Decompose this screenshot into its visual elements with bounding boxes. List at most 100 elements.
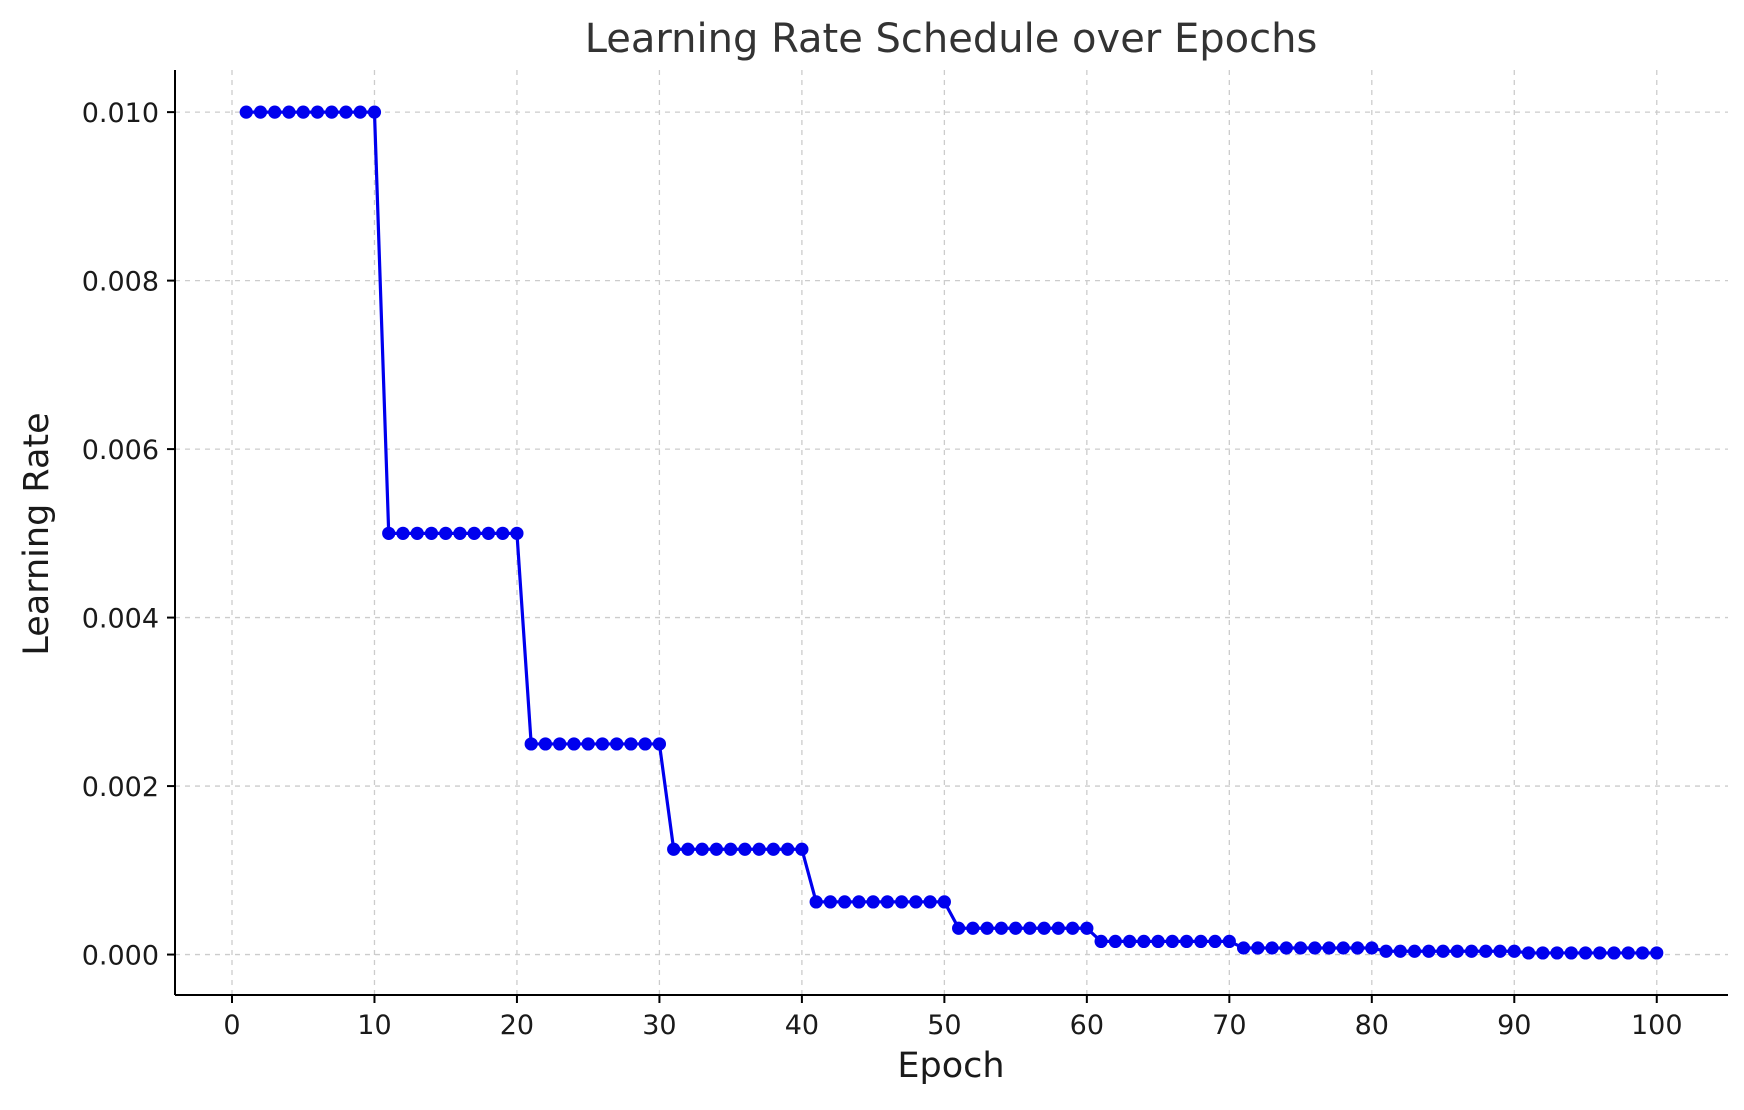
- x-tick-label: 30: [642, 1010, 676, 1041]
- y-tick-label: 0.006: [82, 435, 159, 466]
- x-tick-label: 70: [1212, 1010, 1246, 1041]
- x-axis-label: Epoch: [897, 1046, 1004, 1086]
- x-tick-label: 50: [927, 1010, 961, 1041]
- data-point: [510, 526, 524, 540]
- data-point: [1293, 941, 1308, 955]
- data-point: [994, 921, 1008, 935]
- data-point: [1593, 946, 1607, 960]
- data-point: [467, 526, 481, 540]
- data-point: [909, 895, 923, 909]
- data-point: [980, 921, 994, 935]
- data-point: [1179, 934, 1194, 949]
- data-point: [396, 526, 410, 540]
- series-line: [246, 110, 1657, 955]
- data-point: [268, 105, 282, 119]
- data-point: [624, 737, 638, 751]
- data-point: [638, 737, 652, 751]
- data-point: [325, 105, 339, 119]
- data-point: [1393, 944, 1407, 958]
- data-point: [553, 737, 567, 751]
- data-point: [1336, 941, 1350, 955]
- data-point: [1165, 934, 1179, 949]
- data-point: [652, 737, 667, 751]
- y-tick-label: 0.000: [82, 941, 159, 972]
- data-point: [367, 105, 382, 119]
- data-point: [895, 895, 909, 909]
- data-point: [1536, 946, 1550, 960]
- data-point: [1308, 941, 1322, 955]
- x-tick-label: 10: [357, 1010, 391, 1041]
- data-point: [838, 895, 852, 909]
- data-point: [1066, 921, 1080, 935]
- chart-title: Learning Rate Schedule over Epochs: [585, 16, 1318, 62]
- data-point: [695, 842, 709, 856]
- data-point: [1051, 921, 1065, 935]
- data-point: [1550, 946, 1564, 960]
- data-point: [1137, 934, 1151, 949]
- data-point: [1080, 921, 1094, 935]
- y-tick-label: 0.004: [82, 604, 159, 635]
- data-point: [1023, 921, 1037, 935]
- data-point: [1607, 946, 1621, 960]
- data-point: [239, 105, 253, 119]
- data-point: [781, 842, 795, 856]
- x-tick-label: 20: [500, 1010, 534, 1041]
- data-point: [809, 895, 823, 909]
- data-point: [496, 526, 510, 540]
- data-point: [966, 921, 980, 935]
- data-point: [937, 895, 951, 909]
- data-point: [1407, 944, 1422, 958]
- data-point: [1379, 944, 1393, 958]
- data-point: [1493, 944, 1507, 958]
- x-tick-label: 40: [785, 1010, 819, 1041]
- data-point: [567, 737, 581, 751]
- data-point: [1507, 944, 1521, 958]
- x-tick-label: 0: [223, 1010, 240, 1041]
- data-point: [1450, 944, 1464, 958]
- data-point: [1194, 934, 1208, 949]
- data-point: [1222, 934, 1236, 949]
- x-tick-label: 60: [1070, 1010, 1104, 1041]
- data-point: [610, 737, 624, 751]
- data-point: [667, 842, 681, 856]
- data-point: [1464, 944, 1479, 958]
- axes-spines: [174, 70, 1728, 996]
- data-point: [1037, 921, 1051, 935]
- data-point: [752, 842, 766, 856]
- data-point: [382, 526, 396, 540]
- data-point: [1436, 944, 1450, 958]
- data-point: [766, 842, 781, 856]
- data-point: [1322, 941, 1336, 955]
- series-layer: [239, 105, 1664, 960]
- data-point: [410, 526, 424, 540]
- data-point: [1479, 944, 1493, 958]
- data-point: [439, 526, 453, 540]
- data-point: [296, 105, 310, 119]
- data-point: [952, 921, 966, 935]
- data-point: [1650, 946, 1664, 960]
- y-tick-label: 0.008: [82, 267, 159, 298]
- data-point: [481, 526, 496, 540]
- data-point: [424, 526, 439, 540]
- y-tick-label: 0.002: [82, 772, 159, 803]
- data-point: [1251, 941, 1265, 955]
- x-tick-label: 100: [1631, 1010, 1683, 1041]
- x-axis-ticks: 0 10 20 30 40 50 60 70 80 90 100: [223, 995, 1683, 1041]
- data-point: [1578, 946, 1593, 960]
- y-axis-ticks: 0.000 0.002 0.004 0.006 0.008 0.010: [82, 98, 175, 972]
- x-tick-label: 80: [1355, 1010, 1389, 1041]
- data-point: [310, 105, 325, 119]
- data-point: [453, 526, 467, 540]
- data-point: [1208, 934, 1222, 949]
- data-point: [795, 842, 809, 856]
- data-point: [1265, 941, 1279, 955]
- data-point: [1123, 934, 1137, 949]
- data-point: [524, 737, 538, 751]
- y-axis-label: Learning Rate: [17, 412, 57, 655]
- data-point: [1621, 946, 1635, 960]
- data-point: [339, 105, 353, 119]
- data-point: [1564, 946, 1578, 960]
- data-point: [866, 895, 880, 909]
- data-point: [581, 737, 595, 751]
